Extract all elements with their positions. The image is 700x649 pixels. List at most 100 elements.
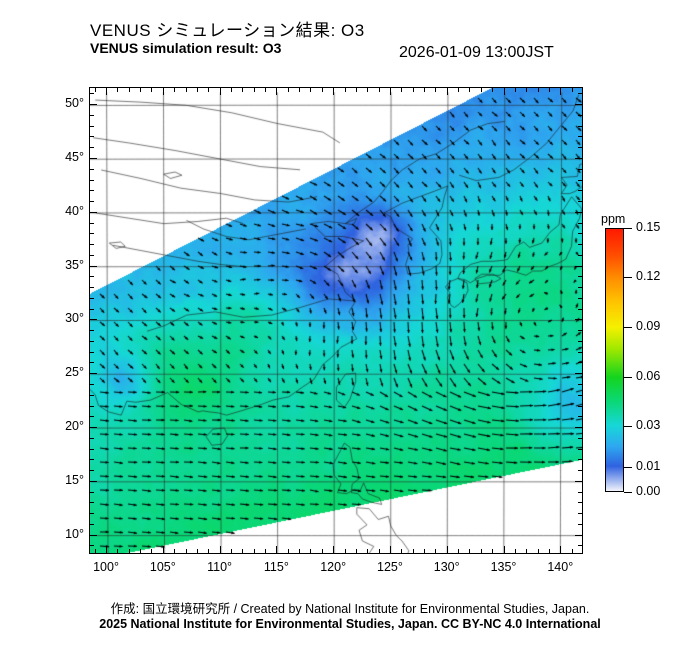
x-axis-tick [401,87,403,92]
y-axis-tick [578,448,583,450]
x-axis-tick [117,549,119,554]
license-line: 2025 National Institute for Environmenta… [99,617,601,631]
y-axis-tick [89,104,97,106]
y-axis-tick [89,459,94,461]
x-axis-tick [265,549,267,554]
y-axis-tick [89,394,94,396]
colorbar-tick-label: 0.00 [636,484,661,498]
y-axis-tick [89,254,94,256]
x-axis-tick [492,87,494,92]
x-axis-tick [185,87,187,92]
x-axis-tick [548,87,550,92]
y-axis-tick [578,287,583,289]
y-axis-tick [578,502,583,504]
x-axis-tick [208,549,210,554]
y-axis-tick [89,297,94,299]
x-axis-tick [412,87,414,92]
x-axis-tick [151,549,153,554]
x-axis-tick [162,87,164,95]
y-axis-tick [578,340,583,342]
x-axis-tick [128,87,130,92]
colorbar-tick-label: 0.12 [636,268,661,283]
y-axis-tick [575,373,583,375]
x-axis-tick [469,87,471,92]
y-axis-tick [89,373,97,375]
y-axis-label: 20° [65,419,84,434]
y-axis-label: 45° [65,150,84,165]
page-title-japanese: VENUS シミュレーション結果: O3 [90,21,365,40]
y-axis-tick [89,287,94,289]
y-axis-tick [575,265,583,267]
x-axis-tick [389,87,391,95]
x-axis-label: 100° [93,560,119,574]
y-axis-tick [575,158,583,160]
colorbar-unit-label: ppm [601,212,626,226]
x-axis-tick [151,87,153,92]
colorbar-tick-label: 0.01 [636,458,661,473]
y-axis-tick [578,545,583,547]
x-axis-tick [185,549,187,554]
y-axis-tick [575,319,583,321]
y-axis-tick [578,416,583,418]
x-axis-tick [514,549,516,554]
y-axis-tick [89,276,94,278]
x-axis-tick [287,87,289,92]
x-axis-tick [355,87,357,92]
y-axis-tick [578,93,583,95]
x-axis-tick [196,549,198,554]
x-axis-tick [389,546,391,554]
y-axis-tick [89,545,94,547]
x-axis-tick [503,87,505,95]
x-axis-tick [321,87,323,92]
x-axis-tick [174,87,176,92]
y-axis-tick [89,437,94,439]
x-axis-tick [401,549,403,554]
colorbar-tick-label: 0.15 [636,220,661,234]
x-axis-tick [537,549,539,554]
y-axis-tick [89,330,94,332]
x-axis-tick [174,549,176,554]
y-axis-tick [89,179,94,181]
page-title-english: VENUS simulation result: O3 [90,40,282,56]
x-axis-tick [526,549,528,554]
x-axis-tick [321,549,323,554]
map-plot-area[interactable] [89,87,583,554]
x-axis-tick [435,87,437,92]
y-axis-label: 50° [65,96,84,111]
x-axis-tick [446,87,448,95]
x-axis-tick [412,549,414,554]
y-axis-tick [578,330,583,332]
y-axis-label: 10° [65,526,84,541]
y-axis-tick [578,114,583,116]
x-axis-tick [140,87,142,92]
x-axis-tick [196,87,198,92]
x-axis-tick [265,87,267,92]
y-axis-tick [575,211,583,213]
y-axis-tick [578,168,583,170]
x-axis-tick [242,87,244,92]
x-axis-tick [537,87,539,92]
y-axis-tick [89,534,97,536]
x-axis-tick [344,87,346,92]
x-axis-tick [480,549,482,554]
y-axis-tick [89,244,94,246]
y-axis-label: 30° [65,311,84,326]
x-axis-tick [208,87,210,92]
y-axis-tick [89,319,97,321]
y-axis-label: 35° [65,257,84,272]
y-axis-tick [89,190,94,192]
y-axis-tick [89,201,94,203]
y-axis-tick [578,513,583,515]
timestamp-label: 2026-01-09 13:00JST [399,44,554,61]
colorbar-tick-label: 0.09 [636,319,661,333]
x-axis-tick [378,549,380,554]
y-axis-tick [578,523,583,525]
x-axis-tick [219,546,221,554]
x-axis-tick [458,87,460,92]
y-axis-tick [89,136,94,138]
colorbar-tick [624,466,632,468]
y-axis-tick [89,147,94,149]
x-axis-tick [299,549,301,554]
y-axis-tick [578,383,583,385]
x-axis-tick [242,549,244,554]
